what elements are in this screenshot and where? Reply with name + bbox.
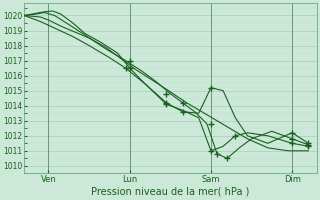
X-axis label: Pression niveau de la mer( hPa ): Pression niveau de la mer( hPa ) xyxy=(91,187,250,197)
